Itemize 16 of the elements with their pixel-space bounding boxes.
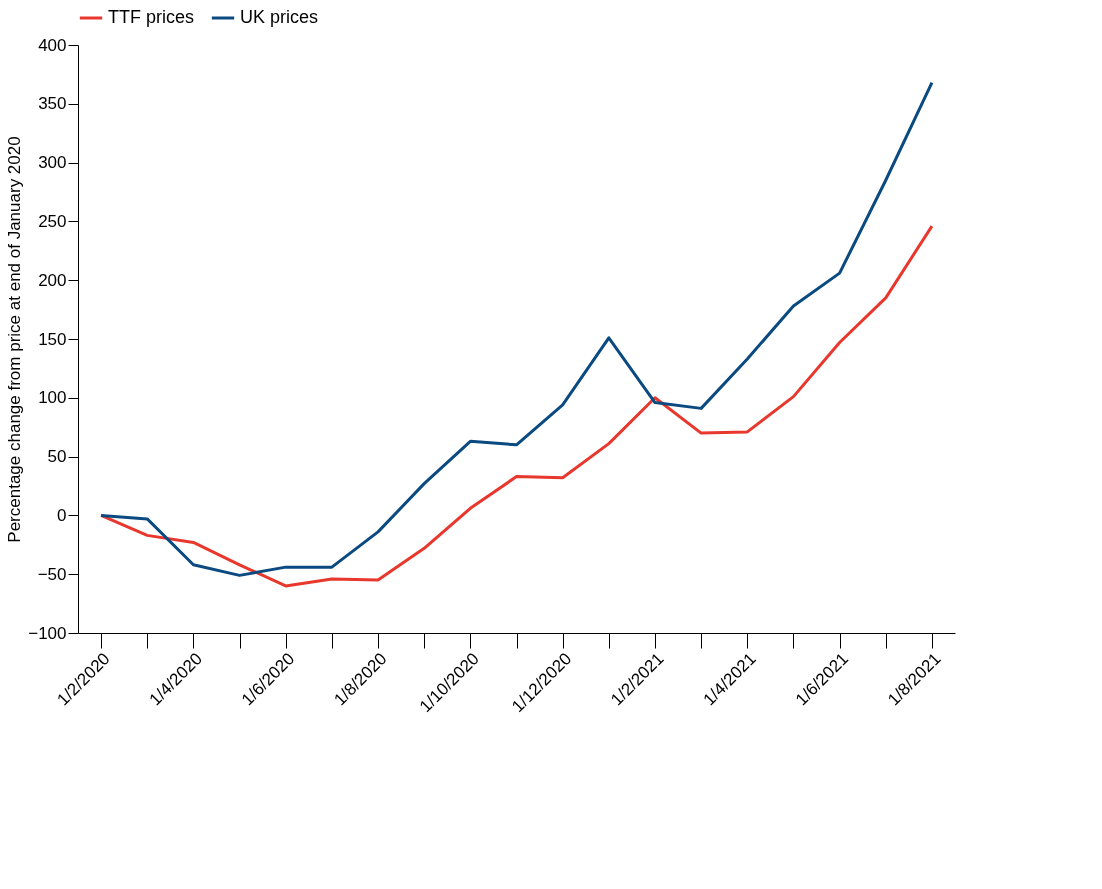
legend-label: UK prices bbox=[240, 7, 319, 27]
y-tick-label: 50 bbox=[47, 447, 67, 467]
line-series bbox=[99, 81, 934, 577]
y-tick-label: 100 bbox=[38, 388, 67, 408]
y-tick-label: 200 bbox=[38, 270, 67, 290]
y-tick-label: 150 bbox=[38, 329, 67, 349]
y-tick-label: 400 bbox=[38, 35, 67, 55]
y-axis-title: Percentage change from price at end of January 2020 bbox=[5, 136, 25, 543]
legend-label: TTF prices bbox=[108, 7, 195, 27]
y-tick-label: 300 bbox=[38, 153, 67, 173]
y-tick-label: −100 bbox=[28, 623, 67, 643]
y-tick-label: −50 bbox=[37, 564, 67, 584]
y-tick-label: 250 bbox=[38, 211, 67, 231]
y-tick-label: 0 bbox=[57, 505, 67, 525]
line-series bbox=[99, 224, 934, 588]
y-tick-label: 350 bbox=[38, 94, 67, 114]
